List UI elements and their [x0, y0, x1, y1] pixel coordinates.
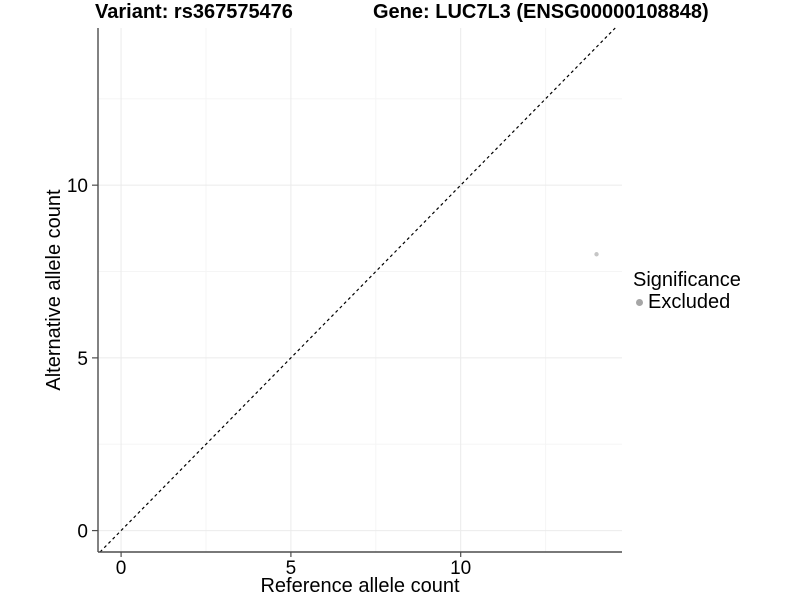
x-tick-label: 10 [450, 558, 471, 579]
x-tick-label: 0 [116, 558, 127, 579]
plot-title-gene: Gene: LUC7L3 (ENSG00000108848) [373, 1, 709, 23]
data-point [594, 252, 599, 257]
legend-title: Significance [633, 269, 741, 291]
legend-key-point-icon [636, 298, 643, 306]
x-tick-label: 5 [286, 558, 297, 579]
identity-reference-line [99, 27, 616, 553]
x-axis-title: Reference allele count [260, 575, 460, 597]
plot-panel: 0 5 10 0 5 10 [67, 27, 622, 579]
legend-item-label: Excluded [648, 291, 731, 313]
y-tick-label: 5 [77, 349, 88, 370]
legend: Significance Excluded [633, 269, 741, 313]
y-tick-label: 10 [67, 176, 88, 197]
y-tick-label: 0 [77, 522, 88, 543]
y-axis-title: Alternative allele count [43, 189, 65, 391]
plot-title-variant: Variant: rs367575476 [95, 1, 293, 23]
legend-item-excluded: Excluded [633, 291, 741, 313]
plot-area: 0 5 10 0 5 10 [67, 27, 622, 579]
